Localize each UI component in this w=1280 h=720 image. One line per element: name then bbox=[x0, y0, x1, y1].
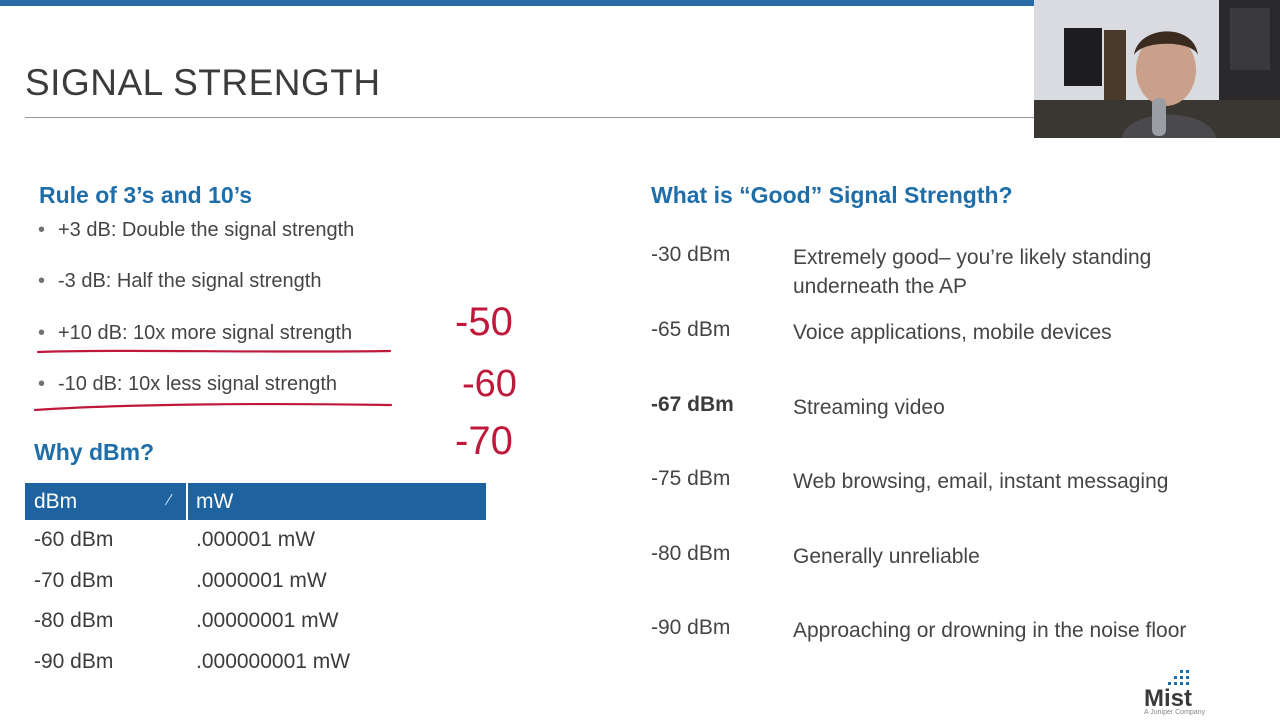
signal-description: Web browsing, email, instant messaging bbox=[793, 470, 1169, 493]
signal-description: Streaming video bbox=[793, 396, 945, 419]
signal-level: -90 dBm bbox=[651, 616, 731, 639]
column-header-mw: mW bbox=[196, 490, 234, 513]
mist-logo-icon bbox=[1168, 670, 1189, 685]
title-divider bbox=[25, 117, 1034, 118]
bullet-item: • -10 dB: 10x less signal strength bbox=[38, 373, 338, 395]
signal-level: -67 dBm bbox=[651, 393, 734, 416]
bullet-text: -10 dB: 10x less signal strength bbox=[58, 373, 338, 395]
table-row: -70 dBm .0000001 mW bbox=[25, 561, 486, 602]
cell-mw: .00000001 mW bbox=[196, 609, 339, 632]
signal-description: Extremely good– you’re likely standing u… bbox=[793, 246, 1152, 298]
bullet-text: -3 dB: Half the signal strength bbox=[58, 270, 322, 292]
cell-dbm: -70 dBm bbox=[34, 568, 114, 592]
cell-mw: .000000001 mW bbox=[196, 649, 351, 673]
table-row: -80 dBm .00000001 mW bbox=[25, 601, 486, 642]
signal-level: -65 dBm bbox=[651, 318, 731, 341]
cell-mw: .0000001 mW bbox=[196, 568, 327, 592]
good-signal-heading: What is “Good” Signal Strength? bbox=[651, 182, 1013, 208]
cell-mw: .000001 mW bbox=[196, 528, 316, 551]
underline-stroke bbox=[33, 402, 393, 412]
signal-level: -30 dBm bbox=[651, 243, 731, 266]
handwritten-number: -60 bbox=[462, 363, 517, 405]
bullet-text: +3 dB: Double the signal strength bbox=[58, 219, 355, 241]
cell-dbm: -90 dBm bbox=[34, 649, 114, 673]
bullet-item: • +3 dB: Double the signal strength bbox=[38, 219, 355, 241]
handwritten-number: -50 bbox=[455, 300, 513, 344]
table-row: -60 dBm .000001 mW bbox=[25, 520, 486, 561]
table-header: dBm ⁄ mW bbox=[25, 483, 486, 520]
logo-name: Mist bbox=[1144, 685, 1192, 712]
bullet-text: +10 dB: 10x more signal strength bbox=[58, 322, 353, 344]
dbm-mw-table: dBm ⁄ mW -60 dBm .000001 mW -70 dBm .000… bbox=[25, 483, 486, 682]
table-row: -90 dBm .000000001 mW bbox=[25, 642, 486, 683]
signal-level: -80 dBm bbox=[651, 542, 731, 565]
bullet-item: • +10 dB: 10x more signal strength bbox=[38, 322, 353, 344]
cell-dbm: -80 dBm bbox=[34, 609, 114, 632]
signal-level: -75 dBm bbox=[651, 467, 731, 490]
top-accent-bar bbox=[0, 0, 1034, 6]
cell-dbm: -60 dBm bbox=[34, 528, 114, 551]
presenter-video bbox=[1034, 0, 1280, 138]
underline-stroke bbox=[36, 349, 392, 354]
rule-heading: Rule of 3’s and 10’s bbox=[39, 182, 253, 208]
pencil-icon: ⁄ bbox=[168, 492, 171, 509]
column-header-dbm: dBm bbox=[34, 490, 78, 513]
column-separator bbox=[186, 483, 188, 520]
bullet-item: • -3 dB: Half the signal strength bbox=[38, 270, 322, 292]
why-dbm-heading: Why dBm? bbox=[34, 439, 155, 465]
webcam-overlay bbox=[1034, 0, 1280, 138]
handwritten-number: -70 bbox=[455, 419, 513, 463]
page-title: SIGNAL STRENGTH bbox=[25, 62, 381, 103]
signal-description: Approaching or drowning in the noise flo… bbox=[793, 619, 1187, 642]
signal-description: Generally unreliable bbox=[793, 545, 980, 568]
signal-description: Voice applications, mobile devices bbox=[793, 321, 1112, 344]
logo-tagline: A Juniper Company bbox=[1144, 709, 1206, 716]
